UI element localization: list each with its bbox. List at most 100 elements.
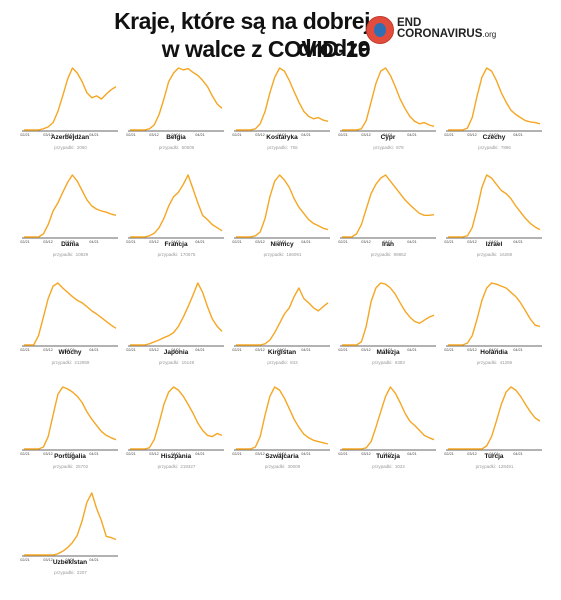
cases-value: 16269 xyxy=(498,252,513,257)
x-tick-label: 03/12 xyxy=(43,240,53,244)
country-panel: 02/21 03/12 04/01 04/21 Malezja przypadki: 63… xyxy=(338,280,436,380)
cases-value: 6383 xyxy=(393,360,405,365)
country-panel: 02/21 03/12 04/01 04/21 Włochy przypadki: 212… xyxy=(20,280,118,380)
country-line-chart: 02/21 03/12 04/01 04/21 xyxy=(232,386,330,456)
x-tick-label: 04/21 xyxy=(301,133,311,137)
series-line xyxy=(342,282,435,346)
x-tick-label: 04/01 xyxy=(489,452,499,456)
cases-count: przypadki: 99852 xyxy=(340,252,436,257)
country-panel: 02/21 03/12 04/01 04/21 Holandia przypadki: 4… xyxy=(444,280,542,380)
cases-label: przypadki: xyxy=(476,360,498,365)
country-panel: 02/21 03/12 04/01 04/21 Hiszpania przypadki: … xyxy=(126,384,224,484)
country-panel: 02/21 03/12 04/01 04/21 Portugalia przypadki:… xyxy=(20,384,118,484)
cases-value: 2060 xyxy=(75,145,87,150)
x-tick-label: 02/21 xyxy=(444,240,454,244)
x-tick-label: 04/21 xyxy=(195,240,205,244)
x-tick-label: 03/12 xyxy=(467,348,477,352)
country-panel: 02/21 03/12 04/01 04/21 Dania przypadki: 1082… xyxy=(20,172,118,272)
cases-value: 2207 xyxy=(75,570,87,575)
country-name: Uzbekistan xyxy=(52,559,88,566)
x-tick-label: 02/21 xyxy=(20,133,30,137)
country-panel: 02/21 03/12 04/01 04/21 Japonia przypadki: 15… xyxy=(126,280,224,380)
x-tick-label: 04/01 xyxy=(65,240,75,244)
cases-value: 212959 xyxy=(73,360,90,365)
country-name: Cypr xyxy=(380,134,396,141)
x-tick-label: 04/01 xyxy=(277,240,287,244)
cases-value: 7896 xyxy=(499,145,511,150)
cases-label: przypadki: xyxy=(475,464,497,469)
series-line xyxy=(24,282,117,346)
x-tick-label: 03/12 xyxy=(43,133,53,137)
country-line-chart: 02/21 03/12 04/01 04/21 xyxy=(20,386,118,456)
x-tick-label: 02/21 xyxy=(338,133,348,137)
cases-label: przypadki: xyxy=(372,360,393,365)
country-line-chart: 02/21 03/12 04/01 04/21 xyxy=(126,386,224,456)
country-name: Tunezja xyxy=(376,453,400,460)
cases-value: 166091 xyxy=(285,252,302,257)
x-tick-label: 04/21 xyxy=(301,240,311,244)
cases-value: 30009 xyxy=(286,464,301,469)
country-name: Malezja xyxy=(376,349,400,356)
country-panel: 02/21 03/12 04/01 04/21 Tunezja przypadki: 10… xyxy=(338,384,436,484)
country-panel: 02/21 03/12 04/01 04/21 Cypr przypadki: 878 xyxy=(338,65,436,165)
country-line-chart: 02/21 03/12 04/01 04/21 xyxy=(444,174,542,244)
x-tick-label: 04/21 xyxy=(89,133,99,137)
country-name: Izrael xyxy=(485,241,503,248)
cases-label: przypadki: xyxy=(372,464,393,469)
cases-label: przypadki: xyxy=(264,464,286,469)
series-line xyxy=(448,282,541,346)
cases-label: przypadki: xyxy=(478,145,499,150)
country-panel: 02/21 03/12 04/01 04/21 Francja przypadki: 17… xyxy=(126,172,224,272)
x-tick-label: 04/21 xyxy=(513,452,523,456)
country-name: Japonia xyxy=(163,349,189,356)
cases-label: przypadki: xyxy=(54,570,75,575)
cases-value: 170675 xyxy=(179,252,196,257)
series-line xyxy=(448,386,541,450)
country-line-chart: 02/21 03/12 04/01 04/21 xyxy=(20,492,118,562)
country-line-chart: 02/21 03/12 04/01 04/21 xyxy=(338,174,436,244)
cases-label: przypadki: xyxy=(52,464,74,469)
x-tick-label: 04/21 xyxy=(301,452,311,456)
cases-count: przypadki: 878 xyxy=(340,145,436,150)
cases-count: przypadki: 25702 xyxy=(22,464,118,469)
x-tick-label: 03/12 xyxy=(361,133,371,137)
cases-count: przypadki: 7896 xyxy=(446,145,542,150)
x-tick-label: 02/21 xyxy=(444,348,454,352)
cases-count: przypadki: 30009 xyxy=(234,464,330,469)
x-tick-label: 02/21 xyxy=(20,452,30,456)
cases-count: przypadki: 1022 xyxy=(340,464,436,469)
x-tick-label: 04/21 xyxy=(89,558,99,562)
x-tick-label: 04/01 xyxy=(383,452,393,456)
logo-line2: CORONAVIRUS xyxy=(397,28,483,40)
x-tick-label: 04/01 xyxy=(171,240,181,244)
cases-count: przypadki: 128491 xyxy=(446,464,542,469)
cases-label: przypadki: xyxy=(263,252,285,257)
x-tick-label: 02/21 xyxy=(232,452,242,456)
cases-label: przypadki: xyxy=(267,360,288,365)
cases-value: 41286 xyxy=(498,360,513,365)
series-line xyxy=(236,174,329,238)
cases-count: przypadki: 2207 xyxy=(22,570,118,575)
logo-suffix: .org xyxy=(482,30,497,39)
country-line-chart: 02/21 03/12 04/01 04/21 xyxy=(126,174,224,244)
series-line xyxy=(236,67,329,131)
cases-value: 25702 xyxy=(74,464,89,469)
country-line-chart: 02/21 03/12 04/01 04/21 xyxy=(20,67,118,137)
cases-count: przypadki: 170675 xyxy=(128,252,224,257)
series-line xyxy=(130,282,223,346)
cases-value: 219327 xyxy=(179,464,196,469)
country-line-chart: 02/21 03/12 04/01 04/21 xyxy=(338,386,436,456)
x-tick-label: 03/12 xyxy=(43,452,53,456)
country-name: Szwajcaria xyxy=(265,453,299,460)
x-tick-label: 04/01 xyxy=(171,452,181,456)
chart-title-line2: w walce z COVID-19 xyxy=(161,36,371,62)
x-tick-label: 04/01 xyxy=(171,348,181,352)
x-tick-label: 02/21 xyxy=(338,452,348,456)
country-name: Hiszpania xyxy=(160,453,192,460)
series-line xyxy=(236,287,329,346)
cases-count: przypadki: 2060 xyxy=(22,145,118,150)
x-tick-label: 03/12 xyxy=(467,452,477,456)
cases-count: przypadki: 166091 xyxy=(234,252,330,257)
country-line-chart: 02/21 03/12 04/01 04/21 xyxy=(338,67,436,137)
cases-count: przypadki: 219327 xyxy=(128,464,224,469)
